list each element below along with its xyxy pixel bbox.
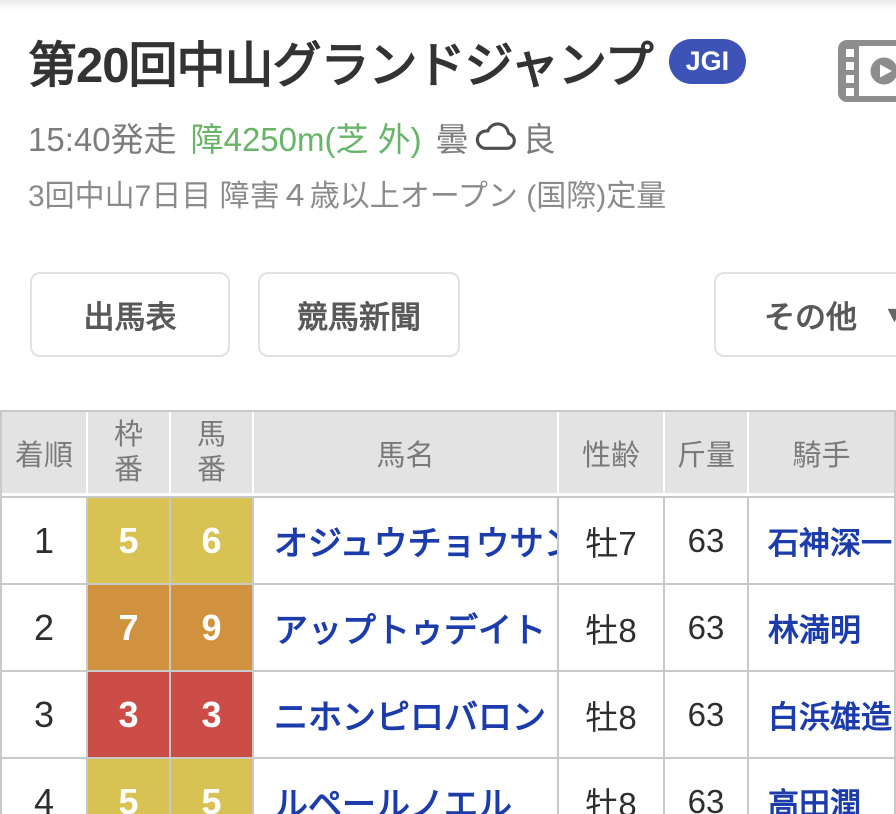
race-results-table: 着順 枠番 馬番 馬名 性齢 斤量 騎手 1 5 6 オジュウチョウサン 牡7 … xyxy=(0,410,896,814)
jockey-link[interactable]: 白浜雄造 xyxy=(749,672,894,757)
table-header-row: 着順 枠番 馬番 馬名 性齢 斤量 騎手 xyxy=(2,412,894,496)
top-divider xyxy=(0,0,896,10)
weather-label: 曇 xyxy=(435,121,469,158)
race-info-line: 15:40発走 障4250m(芝 外) 曇 良 xyxy=(28,113,896,161)
table-row: 2 7 9 アップトゥデイト 牡8 63 林満明 xyxy=(2,585,894,670)
carried-weight: 63 xyxy=(665,498,747,583)
race-conditions: 3回中山7日目 障害４歳以上オープン (国際)定量 xyxy=(28,180,667,213)
sex-age: 牡7 xyxy=(559,498,663,583)
header-sex-age: 性齢 xyxy=(559,412,663,493)
jockey-link[interactable]: 高田潤 xyxy=(749,759,894,814)
header-horse-name: 馬名 xyxy=(254,412,557,493)
frame-number: 3 xyxy=(88,672,169,757)
entry-table-button[interactable]: 出馬表 xyxy=(30,272,230,357)
header-frame-number: 枠番 xyxy=(88,412,169,493)
table-row: 1 5 6 オジュウチョウサン 牡7 63 石神深一 xyxy=(2,498,894,583)
start-time: 15:40発走 xyxy=(28,121,177,158)
sex-age: 牡8 xyxy=(559,759,663,814)
table-row: 4 5 5 ルペールノエル 牡8 63 高田潤 xyxy=(2,759,894,814)
horse-name-link[interactable]: アップトゥデイト xyxy=(254,585,557,670)
horse-name-link[interactable]: ルペールノエル xyxy=(254,759,557,814)
horse-name-link[interactable]: オジュウチョウサン xyxy=(254,498,557,583)
cloud-icon xyxy=(473,119,519,160)
other-label: その他 xyxy=(764,300,857,335)
sex-age: 牡8 xyxy=(559,585,663,670)
carried-weight: 63 xyxy=(665,672,747,757)
horse-number: 6 xyxy=(171,498,252,583)
track-condition: 良 xyxy=(522,121,556,158)
header-weight: 斤量 xyxy=(665,412,747,493)
finish-position: 2 xyxy=(2,585,86,670)
header-horse-number: 馬番 xyxy=(171,412,252,493)
other-dropdown-button[interactable]: その他 ▼ xyxy=(714,272,896,357)
race-header: 第20回中山グランドジャンプ JGI 15:40発走 障4250m(芝 外) 曇… xyxy=(0,10,896,215)
table-body: 1 5 6 オジュウチョウサン 牡7 63 石神深一 2 7 9 アップトゥデイ… xyxy=(2,496,894,814)
action-buttons: 出馬表 競馬新聞 その他 ▼ xyxy=(0,272,896,357)
horse-number: 5 xyxy=(171,759,252,814)
course-distance: 障4250m(芝 外) xyxy=(190,121,422,158)
table-row: 3 3 3 ニホンピロバロン 牡8 63 白浜雄造 xyxy=(2,672,894,757)
page-title: 第20回中山グランドジャンプ xyxy=(28,39,654,93)
header-jockey: 騎手 xyxy=(749,412,894,493)
racing-newspaper-button[interactable]: 競馬新聞 xyxy=(258,272,460,357)
jockey-link[interactable]: 林満明 xyxy=(749,585,894,670)
sex-age: 牡8 xyxy=(559,672,663,757)
jockey-link[interactable]: 石神深一 xyxy=(749,498,894,583)
grade-badge: JGI xyxy=(668,39,747,84)
header-finish: 着順 xyxy=(2,412,86,493)
horse-name-link[interactable]: ニホンピロバロン xyxy=(254,672,557,757)
finish-position: 3 xyxy=(2,672,86,757)
chevron-down-icon: ▼ xyxy=(883,301,896,327)
horse-number: 3 xyxy=(171,672,252,757)
finish-position: 1 xyxy=(2,498,86,583)
frame-number: 5 xyxy=(88,759,169,814)
frame-number: 7 xyxy=(88,585,169,670)
frame-number: 5 xyxy=(88,498,169,583)
carried-weight: 63 xyxy=(665,585,747,670)
race-video-icon[interactable] xyxy=(838,40,896,107)
finish-position: 4 xyxy=(2,759,86,814)
horse-number: 9 xyxy=(171,585,252,670)
carried-weight: 63 xyxy=(665,759,747,814)
